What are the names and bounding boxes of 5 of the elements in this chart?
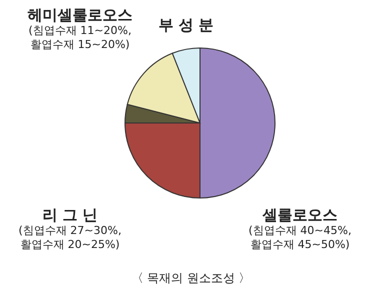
text: 〈 목재의 원소조성 〉 [131, 271, 251, 285]
slice-label: 셀룰로오스 (침엽수재 40~45%, 활엽수재 45~50%) [248, 206, 352, 251]
slice-label: 헤미셀룰로오스 (침엽수재 11~20%, 활엽수재 15~20%) [28, 6, 132, 51]
slice-label: 리 그 닌 (침엽수재 27~30%, 활엽수재 20~25%) [18, 206, 122, 251]
slice-label: 부 성 분 [158, 16, 214, 34]
